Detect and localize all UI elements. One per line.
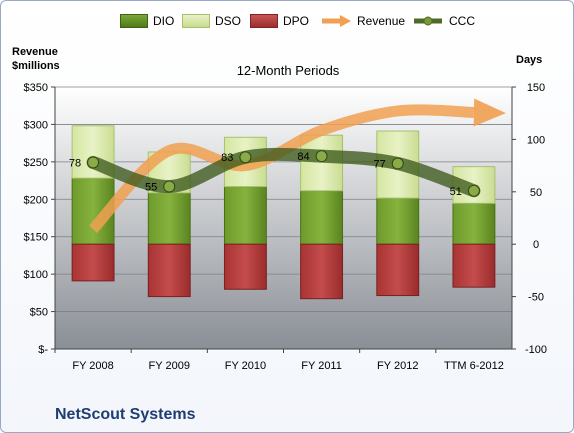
bar-dio-2 xyxy=(223,186,267,245)
y-left-title-line2: $millions xyxy=(12,60,60,72)
bar-dpo-1 xyxy=(147,243,191,298)
bar-dpo-2 xyxy=(223,243,267,290)
bar-dio-4 xyxy=(376,197,420,245)
legend-arrow-icon xyxy=(322,15,351,27)
legend-line-icon xyxy=(414,16,442,26)
y-right-axis-title: Days xyxy=(516,54,543,66)
ccc-data-label-2: 83 xyxy=(221,152,233,164)
legend: DIO DSO DPO Revenue CCC xyxy=(0,9,574,33)
y-left-tick-label-1: $50 xyxy=(30,307,48,319)
bar-dpo-5 xyxy=(452,243,496,288)
ccc-point-2 xyxy=(239,151,252,164)
chart-title: 12-Month Periods xyxy=(237,63,340,78)
ccc-data-label-4: 77 xyxy=(374,159,386,171)
bar-dpo-4 xyxy=(376,243,420,297)
x-tick-label-2: FY 2010 xyxy=(225,360,266,372)
y-left-tick-label-7: $350 xyxy=(24,82,48,94)
ccc-point-0 xyxy=(87,156,100,169)
ccc-data-label-0: 78 xyxy=(69,157,81,169)
bar-dio-5 xyxy=(452,202,496,245)
company-name: NetScout Systems xyxy=(55,406,196,423)
y-left-tick-label-4: $200 xyxy=(24,194,48,206)
ccc-point-3 xyxy=(315,150,328,163)
y-right-tick-label-4: 100 xyxy=(527,134,545,146)
y-left-tick-label-0: $- xyxy=(38,344,48,356)
legend-label-dpo: DPO xyxy=(283,14,310,28)
bar-dpo-0 xyxy=(71,243,115,282)
bar-dpo-3 xyxy=(300,243,344,300)
bar-dio-3 xyxy=(300,190,344,245)
y-left-title-line1: Revenue xyxy=(12,46,58,58)
legend-item-ccc: CCC xyxy=(412,13,475,29)
legend-label-ccc: CCC xyxy=(449,14,475,28)
ccc-point-5 xyxy=(467,184,480,197)
legend-item-dpo: DPO xyxy=(250,13,309,29)
plot-area xyxy=(55,87,512,349)
legend-swatch-dio xyxy=(120,14,148,28)
x-tick-label-3: FY 2011 xyxy=(301,360,342,372)
revenue-arrowhead xyxy=(473,98,506,127)
y-left-tick-label-2: $100 xyxy=(24,269,48,281)
bar-dio-1 xyxy=(147,192,191,245)
ccc-point-4 xyxy=(391,157,404,170)
y-left-tick-label-3: $150 xyxy=(24,232,48,244)
ccc-data-label-5: 51 xyxy=(450,186,462,198)
axes: $- $50 $100 $150 $200 $250 $300 $350 -100 -50 0 50 1… xyxy=(24,82,548,372)
ccc-series: 78 55 83 84 77 51 xyxy=(69,147,481,198)
x-tick-label-5: TTM 6-2012 xyxy=(444,360,504,372)
ccc-data-label-3: 84 xyxy=(297,151,309,163)
y-left-axis-title: Revenue $millions xyxy=(12,45,60,73)
legend-label-dso: DSO xyxy=(215,14,242,28)
legend-item-dso: DSO xyxy=(182,13,241,29)
y-right-tick-label-5: 150 xyxy=(527,82,545,94)
ccc-line xyxy=(86,147,481,198)
y-right-tick-label-2: 0 xyxy=(533,239,539,251)
y-left-tick-label-5: $250 xyxy=(24,157,48,169)
legend-label-dio: DIO xyxy=(153,14,175,28)
legend-item-revenue: Revenue xyxy=(320,13,405,29)
x-tick-label-4: FY 2012 xyxy=(377,360,418,372)
x-tick-label-1: FY 2009 xyxy=(149,360,190,372)
legend-swatch-dso xyxy=(182,14,210,28)
y-right-tick-label-3: 50 xyxy=(530,187,542,199)
ccc-point-1 xyxy=(163,180,176,193)
ccc-data-label-1: 55 xyxy=(145,182,157,194)
legend-swatch-dpo xyxy=(250,14,278,28)
y-right-tick-label-0: -100 xyxy=(525,344,547,356)
y-right-tick-label-1: -50 xyxy=(528,292,544,304)
x-tick-label-0: FY 2008 xyxy=(72,360,113,372)
y-left-tick-label-6: $300 xyxy=(24,119,48,131)
legend-item-dio: DIO xyxy=(120,13,174,29)
legend-label-revenue: Revenue xyxy=(357,14,406,28)
